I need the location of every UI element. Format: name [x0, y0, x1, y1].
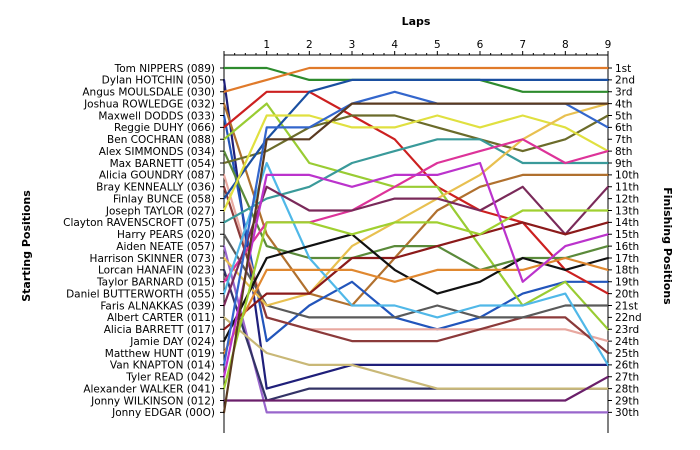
starting-position-label: Alex SIMMONDS (034): [99, 146, 215, 158]
starting-position-label: Maxwell DODDS (033): [98, 110, 215, 122]
starting-position-label: Bray KENNEALLY (036): [96, 182, 215, 194]
starting-position-label: Harry PEARS (020): [117, 229, 215, 241]
finishing-position-label: 26th: [615, 360, 639, 372]
finishing-position-label: 4th: [615, 98, 632, 110]
finishing-position-label: 7th: [615, 134, 632, 146]
lap-tick-label: 1: [263, 39, 270, 51]
driver-series-line: [222, 256, 610, 355]
starting-position-label: Ben COCHRAN (088): [107, 134, 215, 146]
finishing-position-label: 11th: [615, 182, 639, 194]
finishing-position-label: 15th: [615, 229, 639, 241]
starting-position-label: Taylor BARNARD (015): [96, 277, 215, 289]
driver-series-line: [222, 375, 610, 402]
finishing-position-label: 20th: [615, 288, 639, 300]
finishing-position-label: 6th: [615, 122, 632, 134]
starting-position-label: Daniel BUTTERWORTH (055): [66, 288, 215, 300]
starting-position-label: Joseph TAYLOR (027): [105, 205, 215, 217]
driver-series-line: [222, 209, 610, 390]
lap-tick-label: 7: [519, 39, 526, 51]
finishing-position-label: 24th: [615, 336, 639, 348]
driver-series-line: [222, 114, 610, 212]
finishing-position-label: 22nd: [615, 312, 642, 324]
finishing-position-label: 27th: [615, 372, 639, 384]
lap-tick-label: 3: [349, 39, 356, 51]
starting-position-label: Lorcan HANAFIN (023): [98, 265, 215, 277]
right-axis-title: Finishing Positions: [661, 187, 674, 305]
driver-series-line: [222, 102, 610, 307]
finishing-position-label: 3rd: [615, 87, 632, 99]
driver-series-line: [222, 316, 610, 390]
starting-position-label: Harrison SKINNER (073): [90, 253, 215, 265]
starting-position-label: Max BARNETT (054): [110, 158, 215, 170]
starting-position-label: Albert CARTER (011): [107, 312, 215, 324]
starting-position-label: Jamie DAY (024): [129, 336, 215, 348]
finishing-position-label: 1st: [615, 63, 631, 75]
starting-position-label: Joshua ROWLEDGE (032): [83, 98, 215, 110]
x-axis-title: Laps: [402, 15, 431, 28]
finishing-position-label: 14th: [615, 217, 639, 229]
driver-series-line: [222, 102, 610, 414]
driver-series-line: [222, 90, 610, 295]
starting-position-labels: Tom NIPPERS (089)Dylan HOTCHIN (050)Angu…: [63, 63, 224, 419]
starting-position-label: Tyler READ (042): [125, 372, 215, 384]
starting-position-label: Clayton RAVENSCROFT (075): [63, 217, 215, 229]
lap-tick-label: 9: [605, 39, 612, 51]
finishing-position-label: 8th: [615, 146, 632, 158]
driver-series-line: [222, 161, 610, 366]
starting-position-label: Jonny EDGAR (00O): [111, 407, 215, 419]
starting-position-label: Alicia GOUNDRY (087): [99, 170, 215, 182]
starting-position-label: Dylan HOTCHIN (050): [102, 75, 215, 87]
finishing-position-label: 28th: [615, 383, 639, 395]
driver-series-line: [222, 221, 610, 331]
plot-frame: [223, 54, 609, 433]
finishing-position-label: 23rd: [615, 324, 639, 336]
finishing-position-label: 19th: [615, 277, 639, 289]
driver-series-line: [222, 185, 610, 355]
lap-tick-labels: 1 2 3 4 5 6 7 8 9: [223, 39, 612, 55]
finishing-position-label: 17th: [615, 253, 639, 265]
finishing-position-label: 9th: [615, 158, 632, 170]
series-layer: [222, 66, 610, 414]
driver-series-line: [222, 78, 610, 390]
finishing-position-label: 2nd: [615, 75, 635, 87]
finishing-position-label: 5th: [615, 110, 632, 122]
starting-position-label: Reggie DUHY (066): [114, 122, 215, 134]
finishing-position-label: 12th: [615, 193, 639, 205]
starting-position-label: Alexander WALKER (041): [83, 383, 215, 395]
finishing-position-label: 10th: [615, 170, 639, 182]
finishing-position-label: 30th: [615, 407, 639, 419]
starting-position-label: Jonny WILKINSON (012): [90, 395, 215, 407]
starting-position-label: Matthew HUNT (019): [105, 348, 215, 360]
driver-series-line: [222, 161, 610, 378]
lap-tick-label: 5: [434, 39, 441, 51]
finishing-position-labels: 1st2nd3rd4th5th6th7th8th9th10th11th12th1…: [608, 63, 642, 419]
lap-tick-label: 6: [477, 39, 484, 51]
driver-series-line: [222, 114, 610, 343]
driver-series-line: [222, 102, 610, 331]
finishing-position-label: 21st: [615, 300, 638, 312]
starting-position-label: Finlay BUNCE (058): [113, 193, 215, 205]
starting-position-label: Tom NIPPERS (089): [114, 63, 215, 75]
driver-series-line: [222, 245, 610, 414]
finishing-position-label: 25th: [615, 348, 639, 360]
starting-position-label: Aiden NEATE (057): [116, 241, 215, 253]
finishing-position-label: 13th: [615, 205, 639, 217]
lap-tick-label: 8: [562, 39, 569, 51]
finishing-position-label: 18th: [615, 265, 639, 277]
starting-position-label: Angus MOULSDALE (030): [82, 87, 215, 99]
lap-tick-label: 2: [306, 39, 313, 51]
finishing-position-label: 16th: [615, 241, 639, 253]
starting-position-label: Van KNAPTON (014): [110, 360, 215, 372]
driver-series-line: [222, 102, 610, 307]
left-axis-title: Starting Positions: [20, 190, 33, 302]
starting-position-label: Faris ALNAKKAS (039): [100, 300, 215, 312]
driver-series-line: [222, 66, 610, 93]
driver-series-line: [222, 138, 610, 224]
finishing-position-label: 29th: [615, 395, 639, 407]
lap-tick-label: 4: [391, 39, 398, 51]
starting-position-label: Alicia BARRETT (017): [104, 324, 215, 336]
